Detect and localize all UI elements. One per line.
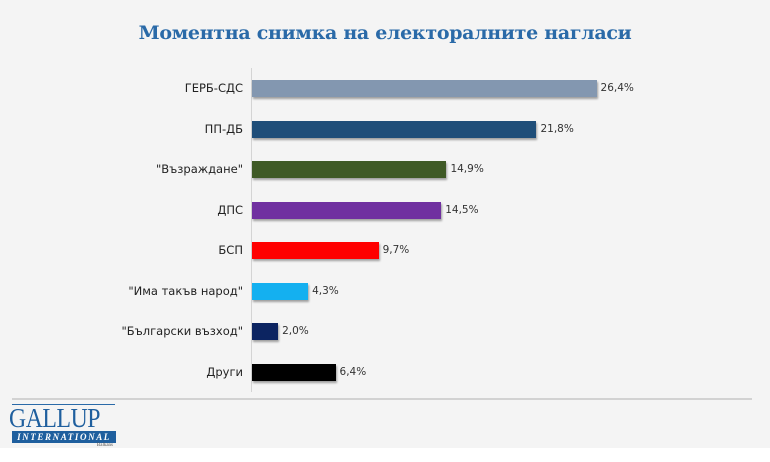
bar-value-label: 6,4% (339, 365, 367, 378)
bar-category-label: "Има такъв народ" (128, 283, 243, 298)
logo-main-text: GALLUP (9, 403, 101, 433)
category-axis-line (251, 68, 252, 392)
bar (252, 120, 537, 138)
bar-category-label: ДПС (217, 202, 243, 217)
bar-value-label: 21,8% (540, 122, 574, 135)
bar-value-label: 26,4% (600, 82, 634, 94)
bar-row: БСП 9,7% (0, 242, 770, 262)
bar-row: "Възраждане" 14,9% (0, 161, 770, 181)
logo-sub-text: INTERNATIONAL (12, 431, 116, 443)
bar (252, 323, 279, 340)
bar-row: Други 6,4% (0, 363, 770, 384)
bar-row: ДПС 14,5% (0, 201, 770, 222)
bar-category-label: "Български възход" (121, 324, 243, 338)
bar-value-label: 9,7% (382, 244, 410, 256)
chart-title: Моментна снимка на електоралните нагласи (138, 22, 632, 44)
gallup-logo: GALLUP INTERNATIONAL Balkans (9, 404, 117, 448)
bar-value-label: 2,0% (282, 325, 309, 337)
footer-divider (12, 398, 752, 400)
chart-panel: Моментна снимка на електоралните нагласи… (0, 0, 770, 448)
bar-category-label: БСП (218, 243, 243, 257)
bar-value-label: 14,5% (445, 203, 479, 216)
bar (252, 80, 597, 97)
bar (252, 363, 336, 381)
bar (252, 242, 379, 259)
bar (252, 201, 442, 219)
bar-category-label: ГЕРБ-СДС (184, 81, 243, 95)
bar-row: "Има такъв народ" 4,3% (0, 282, 770, 303)
logo-rule (12, 404, 115, 405)
bar-value-label: 14,9% (450, 163, 484, 175)
bar-row: "Български възход" 2,0% (0, 323, 770, 343)
bar-row: ПП-ДБ 21,8% (0, 120, 770, 141)
bar-category-label: Други (206, 364, 243, 379)
bar (252, 282, 309, 300)
bar-value-label: 4,3% (312, 284, 339, 297)
bar-row: ГЕРБ-СДС 26,4% (0, 80, 770, 100)
bar-category-label: "Възраждане" (155, 162, 243, 176)
logo-region-text: Balkans (96, 443, 113, 448)
bar (252, 161, 447, 178)
bar-category-label: ПП-ДБ (204, 121, 243, 136)
